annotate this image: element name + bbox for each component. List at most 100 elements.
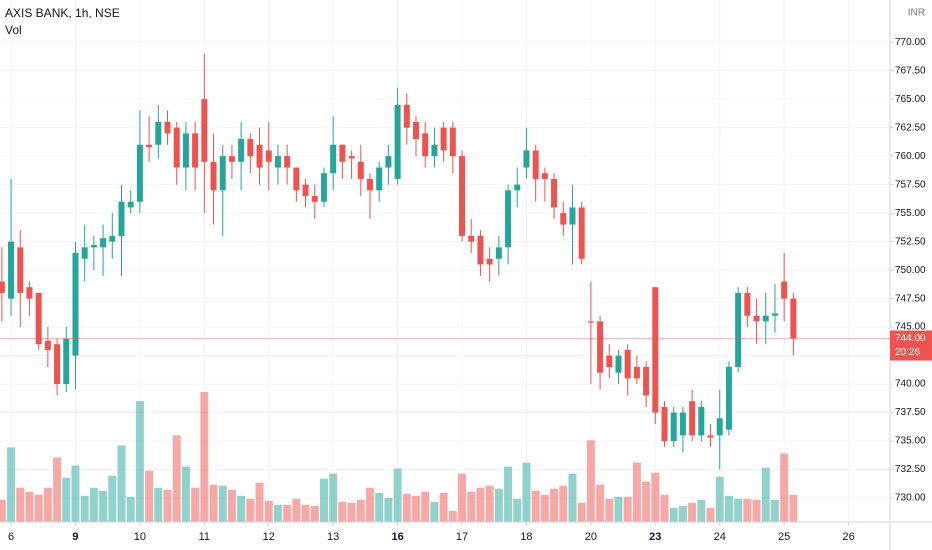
volume-bar — [310, 505, 319, 522]
y-tick-label: 755.00 — [895, 208, 926, 219]
volume-bar — [53, 457, 62, 522]
volume-bar — [743, 498, 752, 522]
x-tick-label: 9 — [72, 531, 78, 543]
candle-body — [615, 355, 622, 373]
volume-bar — [117, 445, 126, 522]
volume-bar — [780, 453, 789, 522]
y-tick-label: 735.00 — [895, 436, 926, 447]
candle-body — [440, 127, 447, 151]
volume-bar — [439, 492, 448, 522]
candle-body — [735, 292, 742, 367]
volume-bar — [402, 493, 411, 522]
volume-bar — [688, 502, 697, 522]
candle-body — [670, 412, 677, 442]
volume-bar — [697, 499, 706, 522]
candle-body — [330, 144, 337, 174]
candle-body — [523, 150, 530, 168]
candle-body — [348, 156, 355, 159]
candle-body — [514, 184, 521, 191]
volume-bar — [108, 475, 117, 522]
volume-bar — [7, 447, 16, 522]
volume-bar — [292, 498, 301, 522]
candle-body — [81, 247, 88, 259]
volume-bar — [605, 498, 614, 522]
y-tick-label: 732.50 — [895, 464, 926, 475]
volume-bar — [734, 498, 743, 522]
candle-body — [698, 406, 705, 436]
volume-bar — [752, 499, 761, 522]
candle-body — [17, 247, 24, 293]
volume-bar — [126, 496, 135, 522]
volume-bar — [62, 477, 71, 522]
candle-body — [422, 133, 429, 157]
x-tick-label: 12 — [263, 531, 275, 543]
x-tick-label: 10 — [134, 531, 146, 543]
candle-body — [532, 150, 539, 179]
volume-bar — [365, 487, 374, 522]
volume-bar — [678, 505, 687, 522]
x-tick-label: 26 — [842, 531, 854, 543]
candle-body — [63, 338, 70, 385]
candle-body — [164, 121, 171, 134]
candle-body — [652, 287, 659, 413]
candle-body — [54, 344, 61, 385]
volume-bar — [715, 476, 724, 522]
candle-body — [505, 190, 512, 248]
currency-box — [900, 5, 928, 20]
volume-bar — [724, 495, 733, 522]
last-price-box — [890, 330, 932, 361]
volume-bar — [513, 498, 522, 522]
volume-bar — [154, 487, 163, 522]
volume-bar — [660, 494, 669, 522]
candle-body — [339, 144, 346, 162]
y-tick-label: 750.00 — [895, 265, 926, 276]
candle-body — [744, 292, 751, 316]
volume-bar — [632, 462, 641, 522]
candle-body — [707, 435, 714, 438]
volume-bar — [0, 499, 6, 522]
candle-body — [44, 340, 51, 350]
volume-bar — [412, 495, 421, 522]
volume-bar — [540, 494, 549, 522]
x-tick-label: 20 — [585, 531, 597, 543]
x-tick-label: 11 — [199, 531, 210, 543]
volume-bar — [135, 401, 144, 522]
candle-body — [201, 99, 208, 162]
candle-body — [265, 150, 272, 162]
x-tick-label: 6 — [8, 531, 14, 543]
volume-bar — [172, 435, 181, 522]
candle-body — [468, 235, 475, 242]
chart-title: AXIS BANK, 1h, NSE — [5, 6, 120, 20]
volume-bar — [485, 485, 494, 522]
candle-body — [26, 287, 33, 299]
candle-body — [127, 201, 134, 208]
volume-bar — [577, 502, 586, 522]
candle-body — [716, 418, 723, 436]
volume-bar — [301, 504, 310, 522]
candle-body — [311, 196, 318, 202]
candle-body — [247, 139, 254, 157]
candle-body — [486, 258, 493, 265]
candle-body — [689, 401, 696, 436]
candle-body — [459, 156, 466, 236]
volume-bar — [531, 490, 540, 522]
volume-bar — [706, 507, 715, 522]
candle-body — [274, 156, 281, 168]
candle-body — [357, 161, 364, 179]
volume-bar — [181, 466, 190, 522]
candle-body — [560, 213, 567, 225]
volume-bar — [421, 491, 430, 522]
volume-bar — [522, 462, 531, 522]
candle-body — [238, 139, 245, 162]
candle-body — [192, 133, 199, 168]
volume-bar — [191, 487, 200, 522]
volume-bar — [559, 485, 568, 522]
candle-body — [228, 156, 235, 162]
volume-bar — [504, 466, 513, 522]
candle-body — [477, 235, 484, 265]
candle-body — [146, 144, 153, 148]
candle-body — [587, 321, 594, 323]
volume-bar — [623, 496, 632, 522]
volume-bar — [494, 488, 503, 522]
